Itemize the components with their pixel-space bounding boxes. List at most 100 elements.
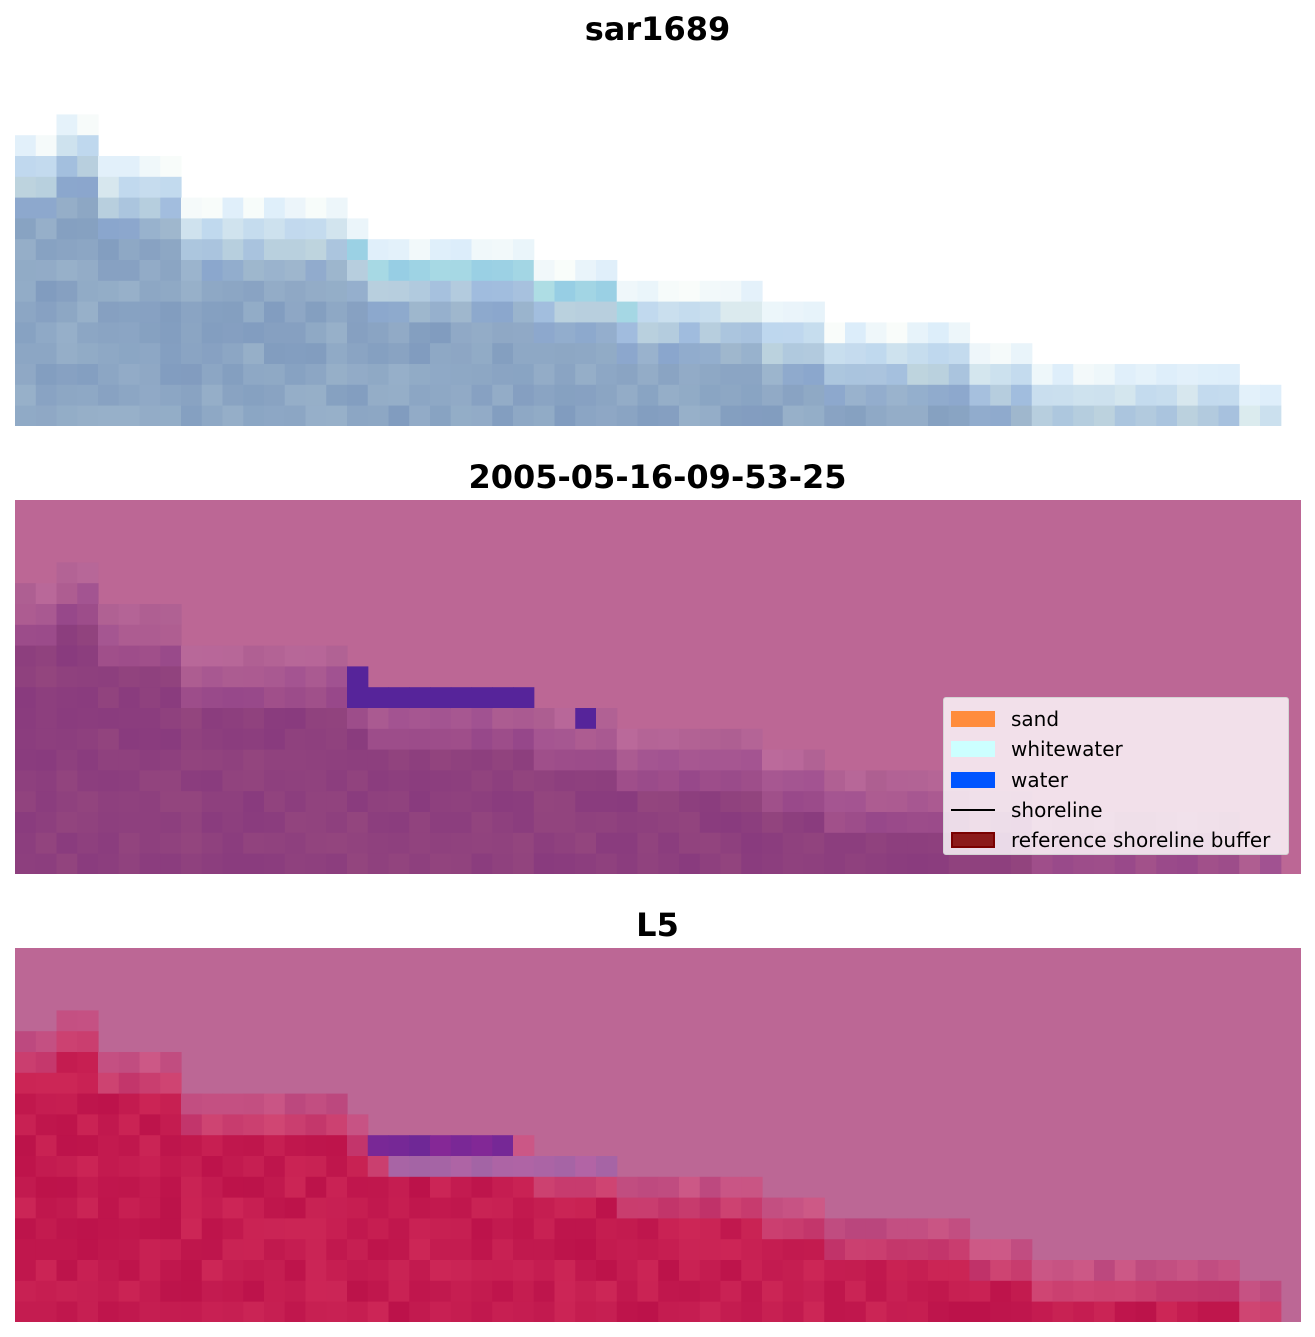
image-pixel [284,1135,307,1157]
image-pixel [450,405,473,426]
image-pixel [533,384,556,407]
image-pixel [575,384,597,407]
image-pixel [430,280,452,303]
image-pixel [492,832,514,855]
image-pixel [845,343,867,365]
image-pixel [77,770,99,792]
image-pixel [720,1260,742,1282]
image-pixel [471,1176,493,1199]
image-pixel [139,708,161,730]
image-pixel [15,791,37,813]
image-pixel [907,384,929,407]
image-pixel [35,1280,58,1303]
image-pixel [471,301,493,323]
image-pixel [284,708,307,730]
image-pixel [1011,384,1033,407]
image-pixel [56,562,78,584]
image-pixel [181,280,203,303]
image-pixel [56,1260,78,1282]
image-pixel [181,770,203,792]
image-pixel [15,853,37,874]
image-pixel [699,364,722,386]
image-pixel [845,1239,867,1261]
image-pixel [471,239,493,261]
image-pixel [118,197,141,219]
image-pixel [575,812,597,834]
image-pixel [388,687,410,709]
image-pixel [77,405,99,426]
image-pixel [762,1239,784,1261]
image-pixel [284,853,307,874]
image-pixel [160,239,182,261]
image-pixel [98,708,120,730]
image-pixel [367,853,390,874]
image-pixel [77,708,99,730]
legend-item-shoreline: shoreline [944,795,1288,825]
image-pixel [56,301,78,323]
image-pixel [616,812,639,834]
image-pixel [56,384,78,407]
image-pixel [15,624,37,647]
image-pixel [596,832,618,855]
image-pixel [1197,1260,1220,1282]
image-pixel [533,1260,556,1282]
image-pixel [326,812,348,834]
image-pixel [699,749,722,771]
image-pixel [98,239,120,261]
legend-label-sand: sand [1011,707,1060,731]
image-pixel [98,1218,120,1240]
image-pixel [658,770,680,792]
image-pixel [969,364,991,386]
image-pixel [720,280,742,303]
image-pixel [762,1280,784,1303]
image-pixel [160,1052,182,1074]
image-pixel [409,687,431,709]
image-pixel [699,832,722,855]
image-pixel [35,176,58,199]
image-pixel [430,1197,452,1219]
image-pixel [77,1176,99,1199]
image-pixel [243,280,265,303]
image-pixel [98,624,120,647]
image-pixel [596,791,618,813]
image-pixel [575,1260,597,1282]
image-pixel [699,1239,722,1261]
image-pixel [222,197,244,219]
image-pixel [305,708,327,730]
image-pixel [15,1093,37,1115]
image-pixel [471,1260,493,1282]
image-pixel [699,1280,722,1303]
legend-item-sand: sand [944,704,1288,734]
image-pixel [533,343,556,365]
image-pixel [367,728,390,751]
image-pixel [284,749,307,771]
image-pixel [98,1072,120,1095]
image-pixel [181,301,203,323]
image-pixel [243,1135,265,1157]
image-pixel [741,322,763,344]
image-pixel [181,812,203,834]
image-pixel [450,1176,473,1199]
image-pixel [533,280,556,303]
image-pixel [450,1260,473,1282]
image-pixel [720,301,742,323]
image-pixel [388,812,410,834]
image-pixel [305,1239,327,1261]
image-pixel [98,687,120,709]
image-pixel [326,343,348,365]
image-pixel [1177,364,1199,386]
image-pixel [77,1031,99,1053]
image-pixel [181,1135,203,1157]
image-pixel [201,322,224,344]
image-pixel [430,1156,452,1178]
image-pixel [948,343,971,365]
image-pixel [824,853,846,874]
image-pixel [326,1218,348,1240]
image-pixel [845,1260,867,1282]
image-pixel [243,1301,265,1322]
image-pixel [139,364,161,386]
image-pixel [181,687,203,709]
image-pixel [409,853,431,874]
image-pixel [679,1301,701,1322]
image-pixel [741,749,763,771]
